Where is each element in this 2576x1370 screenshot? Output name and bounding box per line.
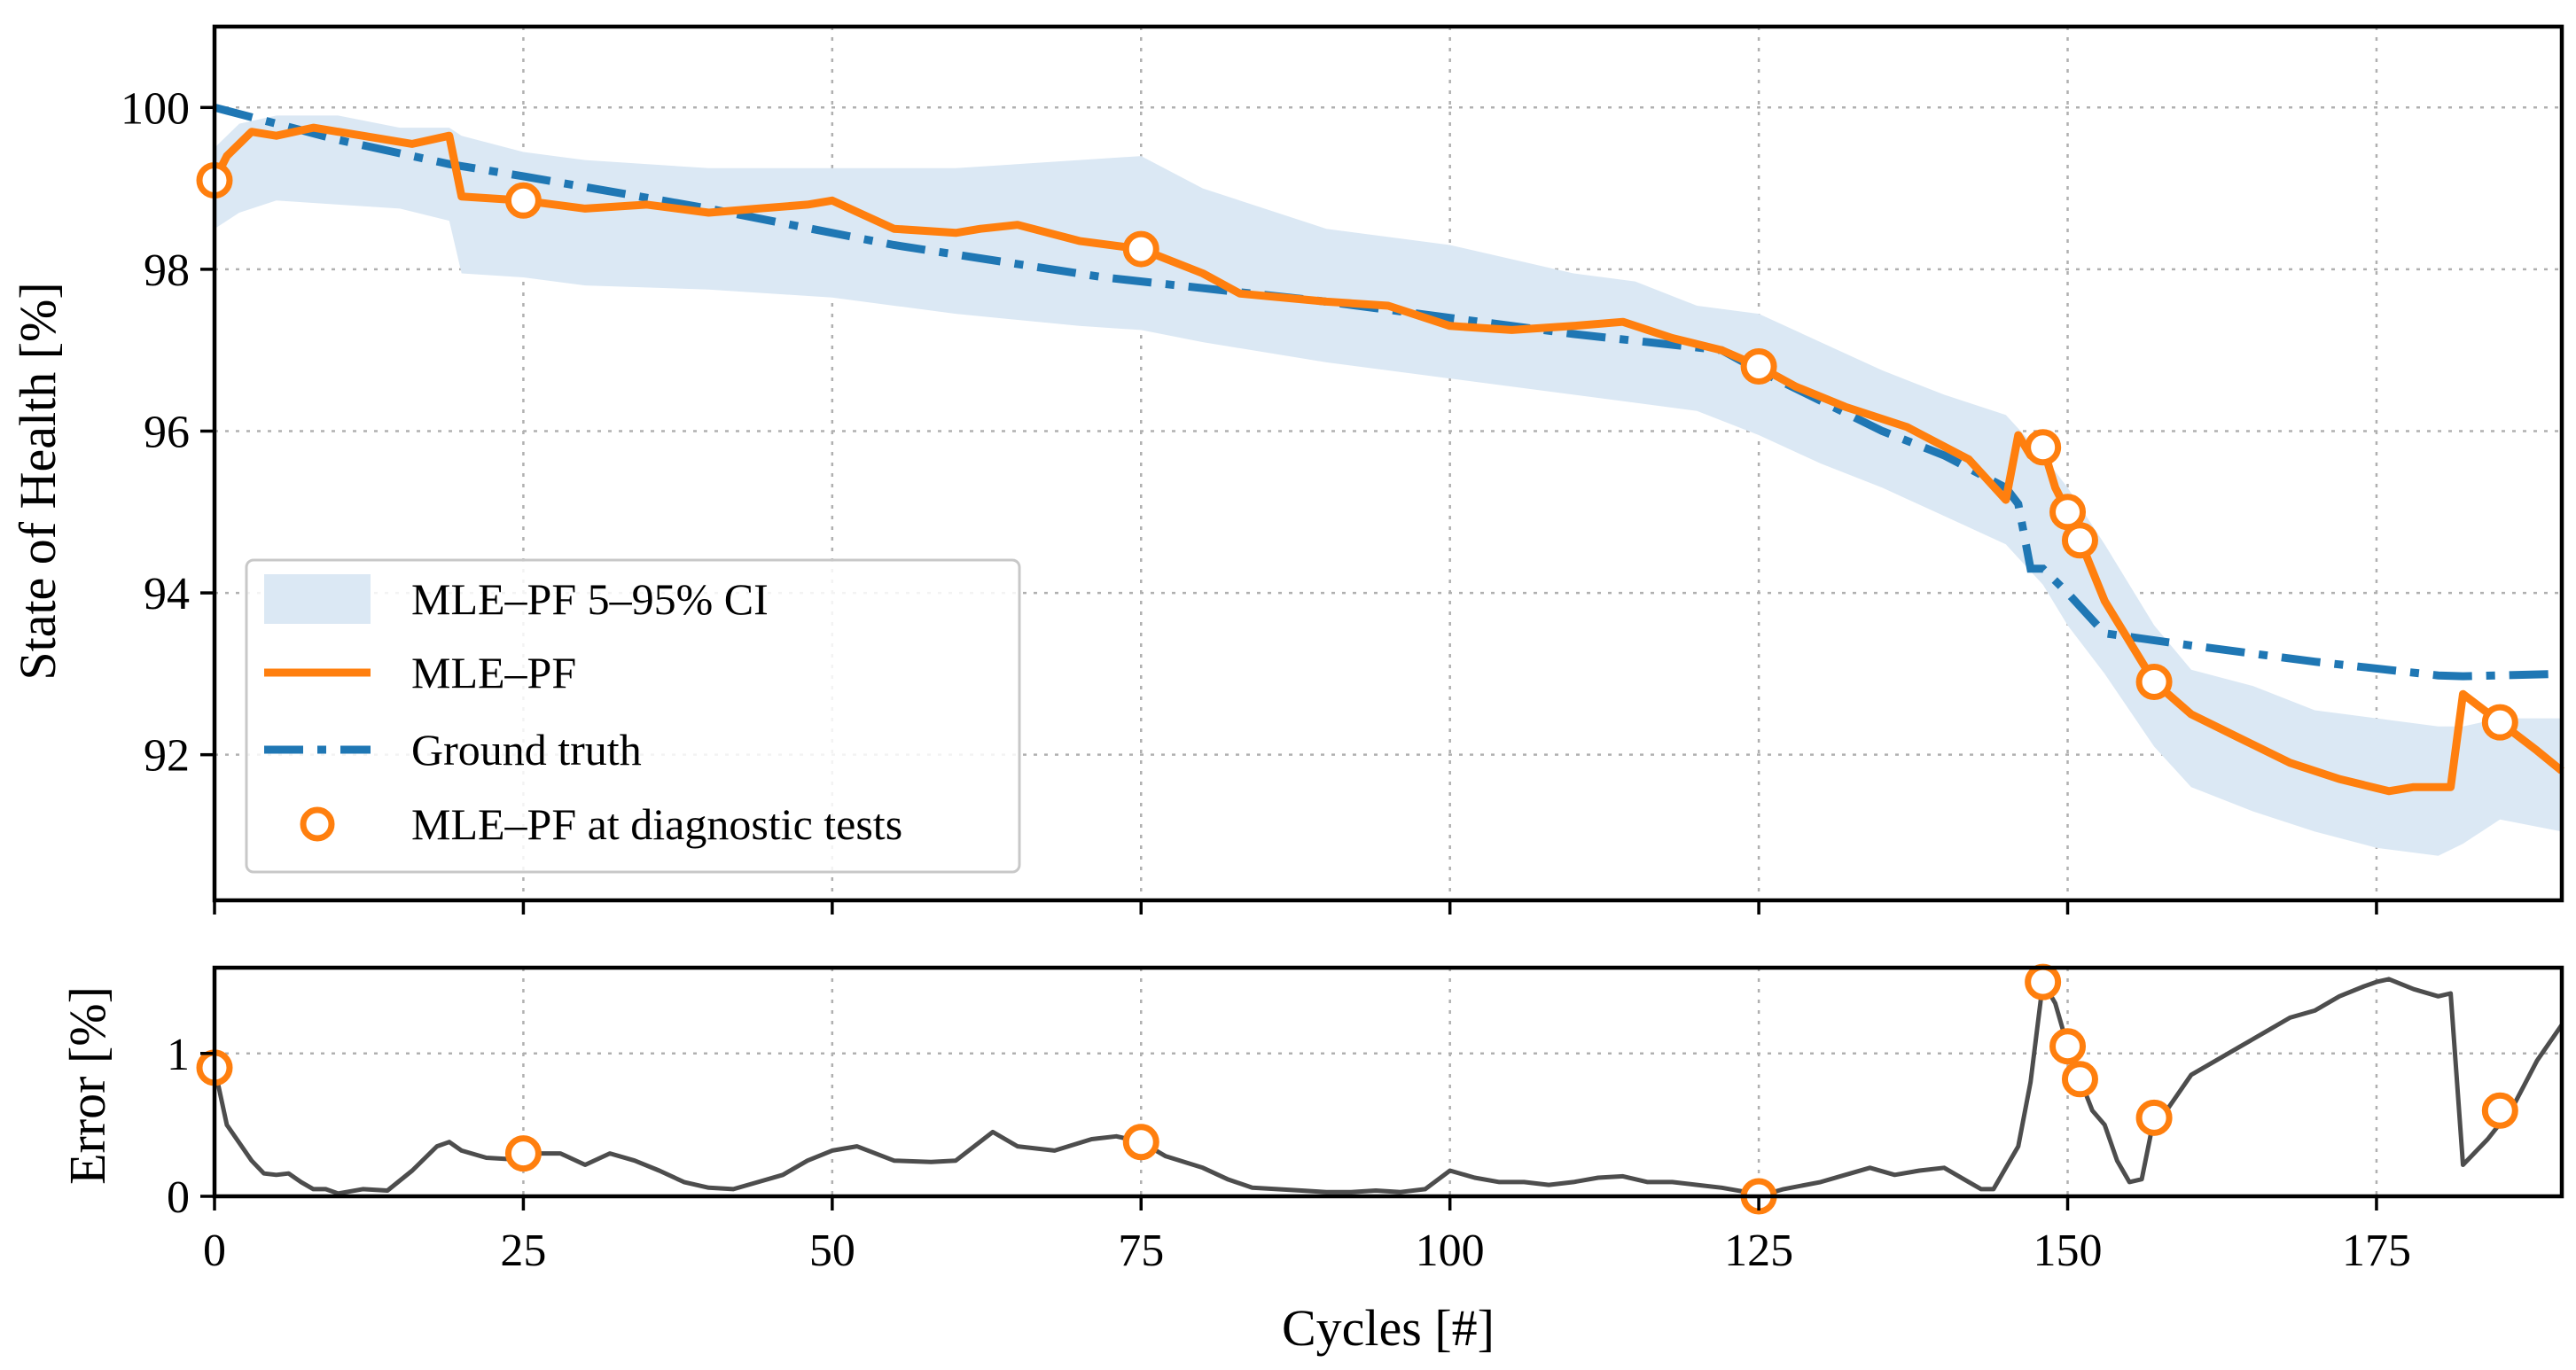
soh-y-axis-label: State of Health [%]: [9, 282, 66, 680]
error-grid: [213, 968, 2562, 1198]
x-tick-label: 50: [809, 1226, 855, 1276]
diagnostic-test-marker: [2061, 1061, 2098, 1098]
diagnostic-test-marker: [1740, 347, 1777, 385]
legend: MLE–PF 5–95% CI MLE–PF Ground truth MLE–…: [245, 558, 1021, 874]
diagnostic-test-marker: [1122, 1124, 1159, 1161]
diagnostic-markers: [196, 161, 2518, 741]
error-diagnostic-markers: [196, 963, 2518, 1215]
error-y-axis-label: Error [%]: [59, 986, 116, 1185]
diagnostic-test-marker: [2049, 1028, 2087, 1065]
x-tick-label: 125: [1724, 1226, 1793, 1276]
diagnostic-test-marker: [504, 182, 542, 219]
diagnostic-test-marker: [2061, 522, 2098, 559]
legend-box: [245, 558, 1021, 874]
legend-ground-truth-label: Ground truth: [411, 725, 642, 775]
diagnostic-test-marker: [2135, 1099, 2173, 1136]
mle-pf-line: [210, 123, 2564, 796]
y-tick-label: 96: [144, 407, 190, 457]
y-tick-label: 0: [167, 1172, 190, 1223]
error-ticks: 0 25 50 75 100 125 150 175 0 1: [167, 1030, 2411, 1276]
y-tick-label: 92: [144, 731, 190, 782]
ci-band: [215, 115, 2562, 856]
legend-ci-swatch: [264, 574, 371, 624]
soh-ticks: 92 94 96 98 100: [121, 83, 2378, 915]
legend-diagnostic-label: MLE–PF at diagnostic tests: [411, 799, 902, 849]
legend-diagnostic-swatch: [300, 806, 335, 842]
ground-truth-line: [213, 103, 2563, 681]
diagnostic-test-marker: [2481, 1092, 2518, 1129]
y-tick-label: 94: [144, 569, 190, 619]
error-axes-frame: [212, 965, 2564, 1199]
soh-axes-frame: [212, 24, 2564, 903]
legend-ci-label: MLE–PF 5–95% CI: [411, 574, 769, 624]
diagnostic-test-marker: [504, 1135, 542, 1172]
diagnostic-test-marker: [1122, 230, 1159, 268]
error-line: [212, 977, 2564, 1199]
diagnostic-test-marker: [2025, 963, 2062, 1000]
x-tick-label: 0: [203, 1226, 226, 1276]
legend-mle-pf-label: MLE–PF: [411, 648, 576, 697]
diagnostic-test-marker: [2025, 429, 2062, 466]
y-tick-label: 98: [144, 245, 190, 296]
diagnostic-test-marker: [2481, 704, 2518, 741]
x-axis-label: Cycles [#]: [1282, 1299, 1495, 1357]
x-tick-label: 100: [1416, 1226, 1485, 1276]
soh-panel: 92 94 96 98 100 State of Health [%] MLE–PF 5…: [9, 24, 2564, 915]
x-tick-label: 75: [1118, 1226, 1164, 1276]
x-tick-label: 150: [2033, 1226, 2103, 1276]
x-tick-label: 25: [500, 1226, 546, 1276]
y-tick-label: 1: [167, 1030, 190, 1080]
y-tick-label: 100: [121, 83, 190, 134]
error-panel: 0 25 50 75 100 125 150 175 0 1 Error [%] Cycles […: [59, 963, 2564, 1357]
x-tick-label: 175: [2342, 1226, 2411, 1276]
diagnostic-test-marker: [2135, 664, 2173, 700]
